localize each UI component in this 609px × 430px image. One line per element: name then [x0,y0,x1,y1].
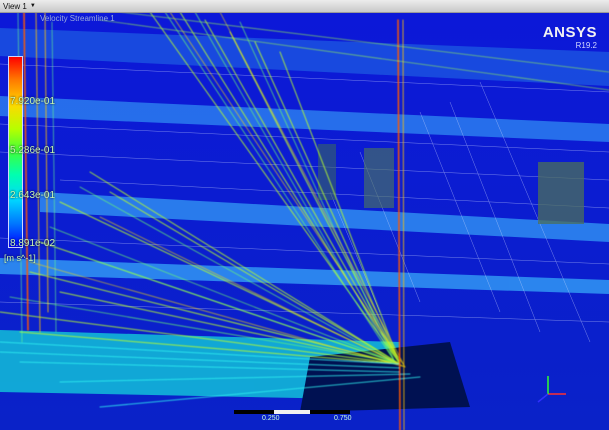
scale-bar: 0.250 0.750 [234,410,354,428]
legend-title: Velocity Streamline 1 [40,14,115,23]
scale-label-right: 0.750 [334,415,352,422]
legend-label-1: 7.920e-01 [10,96,56,107]
streamline-fan [0,12,609,430]
axis-triad [537,376,566,403]
chevron-down-icon: ▼ [29,3,36,9]
streamline-scene[interactable] [0,12,609,430]
brand-version: R19.2 [575,41,597,50]
legend-color-bar [8,56,23,248]
view-selector[interactable]: View 1 ▼ [3,0,36,12]
view-title: View 1 [3,1,27,11]
scale-label-mid: 0.250 [262,415,280,422]
legend-label-3: 2.643e-01 [10,190,56,201]
legend-unit: [m s^-1] [4,253,36,263]
brand-name: ANSYS [542,24,597,41]
ansys-logo: ANSYS R19.2 [543,24,597,50]
legend-label-4: 8.891e-02 [10,238,56,249]
view-header: View 1 ▼ [0,0,609,13]
legend-label-2: 5.286e-01 [10,145,56,156]
